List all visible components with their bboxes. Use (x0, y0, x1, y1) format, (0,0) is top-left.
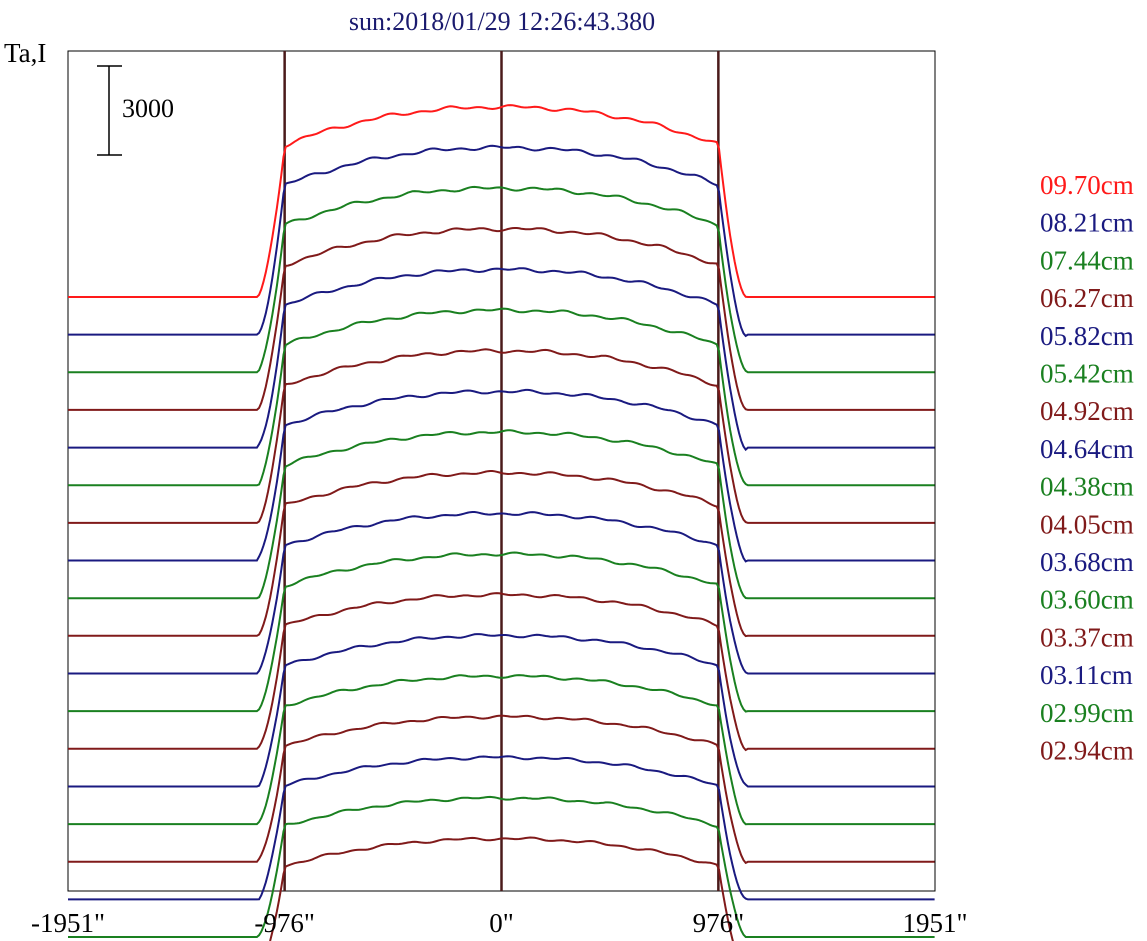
series-line-8 (68, 429, 935, 600)
series-line-1 (68, 144, 935, 338)
legend-entry: 07.44cm (1040, 245, 1134, 275)
series-line-5 (68, 307, 935, 487)
series-lines (68, 104, 935, 941)
scale-bar: 3000 (97, 65, 174, 156)
series-line-14 (68, 674, 935, 826)
legend-entry: 03.68cm (1040, 547, 1134, 577)
x-tick-label: -1951" (31, 908, 105, 938)
legend-entry: 03.37cm (1040, 622, 1134, 652)
legend-entry: 05.82cm (1040, 321, 1134, 351)
series-line-15 (68, 714, 935, 865)
x-tick-label: -976" (254, 908, 315, 938)
legend-entry: 02.94cm (1040, 736, 1134, 766)
legend: 09.70cm 08.21cm 07.44cm 06.27cm 05.82cm 05.42… (1040, 170, 1134, 766)
series-line-11 (68, 551, 935, 713)
series-line-10 (68, 511, 935, 675)
legend-entry: 08.21cm (1040, 208, 1134, 238)
series-line-0 (68, 104, 935, 298)
legend-entry: 04.64cm (1040, 434, 1134, 464)
series-line-7 (68, 388, 935, 563)
legend-entry: 04.38cm (1040, 472, 1134, 502)
series-line-12 (68, 592, 935, 752)
chart-title: sun:2018/01/29 12:26:43.380 (349, 7, 655, 36)
series-line-18 (269, 836, 734, 941)
reference-lines (283, 51, 720, 891)
legend-entry: 02.99cm (1040, 698, 1134, 728)
x-tick-label: 976" (693, 908, 745, 938)
series-line-3 (68, 227, 935, 411)
series-line-17 (68, 795, 935, 938)
legend-entry: 03.60cm (1040, 585, 1134, 615)
x-axis-ticks: -1951" -976" 0" 976" 1951" (31, 908, 968, 938)
y-axis-label: Ta,I (4, 38, 46, 68)
series-line-4 (68, 267, 935, 452)
x-tick-label: 1951" (902, 908, 967, 938)
series-line-2 (68, 185, 935, 374)
series-line-9 (68, 470, 935, 638)
x-tick-label: 0" (489, 908, 514, 938)
legend-entry: 05.42cm (1040, 359, 1134, 389)
legend-entry: 06.27cm (1040, 283, 1134, 313)
series-line-13 (68, 633, 935, 788)
legend-entry: 04.05cm (1040, 509, 1134, 539)
legend-entry: 04.92cm (1040, 396, 1134, 426)
series-line-6 (68, 348, 935, 524)
scale-bar-label: 3000 (122, 94, 174, 123)
legend-entry: 03.11cm (1040, 660, 1133, 690)
legend-entry: 09.70cm (1040, 170, 1134, 200)
series-line-16 (68, 755, 935, 901)
